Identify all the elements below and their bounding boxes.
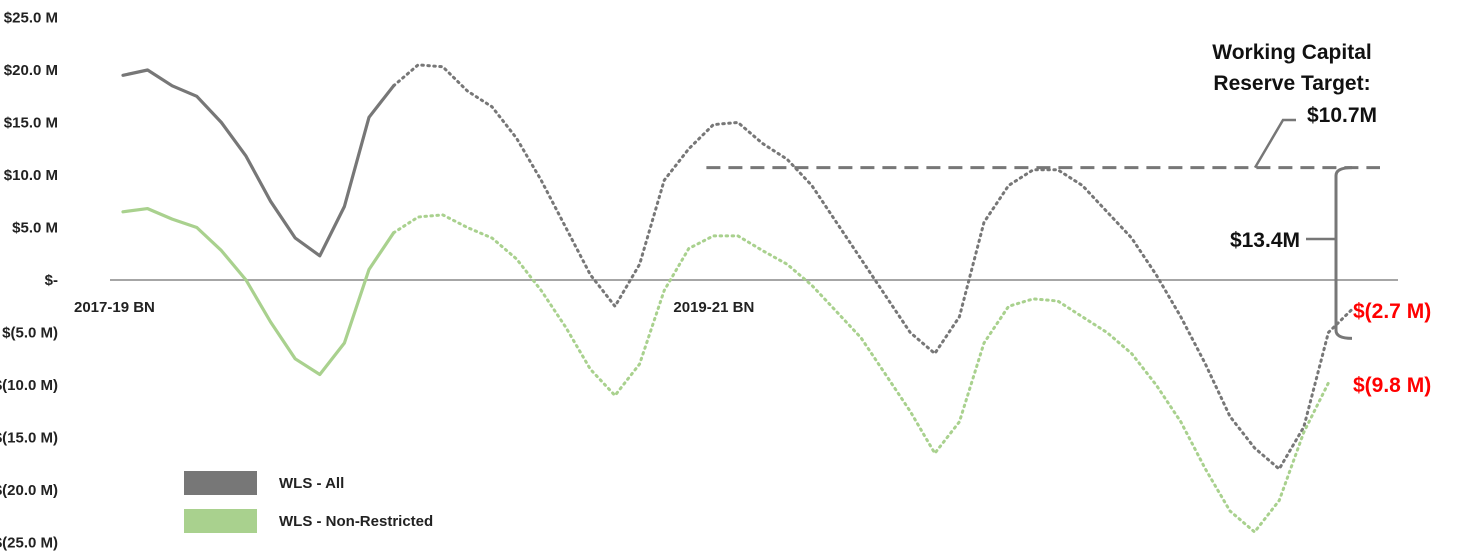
y-tick-label: $(10.0 M) (0, 377, 58, 394)
target-value-label: $10.7M (1307, 104, 1377, 127)
x-category-label: 2019-21 BN (673, 299, 754, 316)
target-title-line2: Reserve Target: (1213, 72, 1370, 95)
y-tick-label: $(15.0 M) (0, 430, 58, 447)
target-title-line1: Working Capital (1212, 41, 1371, 64)
end-label-non-restricted: $(9.8 M) (1353, 374, 1431, 397)
legend-swatch-wls-all (184, 471, 257, 495)
y-tick-label: $10.0 M (4, 167, 58, 184)
legend-label-wls-all: WLS - All (279, 475, 344, 492)
legend: WLS - All WLS - Non-Restricted (184, 471, 433, 533)
y-tick-label: $(20.0 M) (0, 482, 58, 499)
y-tick-label: $25.0 M (4, 10, 58, 27)
legend-label-wls-non-restricted: WLS - Non-Restricted (279, 513, 433, 530)
y-tick-label: $15.0 M (4, 115, 58, 132)
y-tick-label: $5.0 M (12, 220, 58, 237)
y-tick-label: $(25.0 M) (0, 535, 58, 552)
y-tick-label: $- (45, 272, 58, 289)
gap-bracket (1334, 166, 1353, 340)
annotations: Working Capital Reserve Target: $10.7M $… (1212, 41, 1431, 397)
gap-value-label: $13.4M (1230, 229, 1300, 252)
end-label-all: $(2.7 M) (1353, 300, 1431, 323)
x-axis-labels: 2017-19 BN 2019-21 BN (74, 299, 754, 316)
series-1-actual-line (121, 207, 396, 377)
series-lines (121, 63, 1355, 535)
series-0-actual-line (121, 68, 396, 258)
legend-swatch-wls-non-restricted (184, 509, 257, 533)
y-tick-label: $(5.0 M) (2, 325, 58, 342)
y-axis: $25.0 M $20.0 M $15.0 M $10.0 M $5.0 M $- $(5.… (0, 10, 58, 552)
x-category-label: 2017-19 BN (74, 299, 155, 316)
target-callout-leader (1253, 118, 1296, 169)
y-tick-label: $20.0 M (4, 62, 58, 79)
series-1-projected-line (392, 213, 1330, 535)
reserve-target (706, 118, 1380, 340)
series-0-projected-line (392, 63, 1355, 472)
